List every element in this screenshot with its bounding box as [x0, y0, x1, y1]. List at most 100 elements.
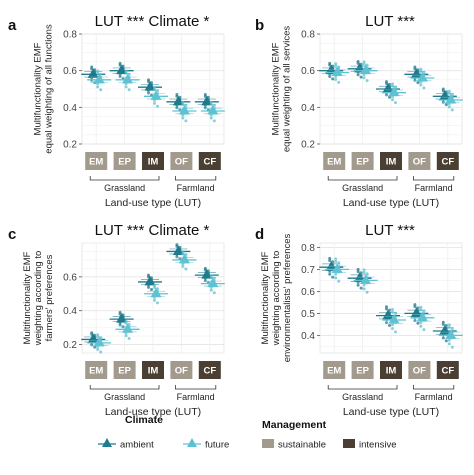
y-axis-label-line: Multifunctionality EMF: [22, 251, 33, 344]
category-box-sustainable: [351, 361, 374, 379]
observation-dot: [394, 311, 397, 315]
observation-dot: [441, 336, 445, 340]
y-axis-label-line: Multifunctionality EMF: [271, 42, 282, 135]
observation-dot: [447, 105, 451, 109]
observation-dot: [419, 324, 423, 328]
y-tick-label: 0.6: [301, 287, 315, 298]
mean-point-ambient: [87, 68, 99, 78]
panel-title: LUT ***: [365, 13, 415, 30]
observation-dot: [447, 325, 451, 329]
observation-dot: [416, 81, 420, 85]
observation-dot: [450, 327, 454, 331]
observation-dot: [99, 72, 103, 76]
observation-dot: [124, 85, 128, 89]
category-label: IM: [386, 157, 397, 168]
observation-dot: [127, 336, 131, 340]
observation-dot: [447, 338, 451, 342]
panel-b: b LUT *** 0.2 0.4 0.6 0.8 Multifunctionality E…: [255, 13, 463, 209]
observation-dot: [394, 85, 397, 89]
category-label: EP: [356, 157, 369, 168]
observation-dot: [388, 324, 391, 327]
observation-dot: [153, 86, 156, 90]
panel-letter: a: [8, 17, 17, 34]
observation-dot: [359, 271, 363, 275]
observation-dot: [96, 85, 100, 89]
observation-dot: [391, 84, 394, 88]
category-box-sustainable: [170, 152, 193, 170]
mean-point-ambient: [172, 245, 184, 255]
x-axis-label: Land-use type (LUT): [343, 406, 439, 418]
observation-dot: [334, 78, 338, 82]
observation-dot: [362, 76, 366, 80]
observation-dot: [156, 89, 159, 93]
category-label: EP: [118, 157, 131, 168]
mean-point-future: [388, 314, 400, 324]
observation-dot: [203, 279, 207, 283]
mean-point-ambient: [144, 275, 156, 286]
panel-d: d LUT *** 0.4 0.5 0.6 0.7 0.8 Multifunctionalit…: [255, 222, 463, 418]
mean-point-ambient: [144, 81, 156, 91]
observation-dot: [334, 276, 338, 280]
observation-dot: [212, 119, 216, 123]
observation-dot: [153, 298, 156, 302]
observation-dot: [422, 71, 426, 74]
mean-point-ambient: [116, 64, 128, 75]
group-bracket: [89, 385, 160, 390]
y-tick-label: 0.4: [301, 331, 315, 342]
observation-dot: [356, 270, 360, 274]
mean-point-ambient: [201, 95, 213, 106]
observation-dot: [362, 60, 366, 64]
observation-dot: [156, 301, 159, 305]
group-label: Farmland: [177, 183, 215, 193]
observation-dot: [96, 71, 100, 75]
observation-dot: [416, 321, 420, 325]
group-label: Grassland: [104, 392, 145, 402]
mean-point-future: [331, 66, 343, 76]
observation-dot: [422, 328, 426, 332]
mean-point-future: [331, 263, 343, 273]
panel-title: LUT ***: [365, 222, 415, 239]
mean-point-future: [150, 287, 162, 298]
category-box-intensive: [142, 361, 164, 379]
observation-dot: [212, 291, 216, 295]
mean-point-future: [360, 64, 372, 75]
observation-dot: [150, 288, 153, 292]
category-box-intensive: [436, 152, 459, 170]
observation-dot: [209, 276, 213, 280]
y-tick-label: 0.7: [301, 265, 315, 276]
group-bracket: [327, 176, 398, 181]
observation-dot: [422, 309, 426, 313]
panel-c: c LUT *** Climate * 0.2 0.4 0.6 Multifunction…: [8, 222, 225, 418]
group-label: Farmland: [415, 392, 453, 402]
observation-dot: [413, 78, 417, 82]
y-axis-label: Multifunctionality EMFequal weighting of…: [271, 26, 293, 152]
observation-dot: [356, 283, 360, 287]
observation-dot: [96, 347, 100, 351]
panel-letter: d: [255, 226, 264, 243]
observation-dot: [337, 279, 341, 283]
observation-dot: [181, 102, 185, 106]
observation-dot: [419, 67, 423, 71]
group-bracket: [413, 176, 455, 181]
y-tick-label: 0.6: [301, 66, 315, 77]
category-label: IM: [386, 366, 397, 377]
legend-label-sustainable: sustainable: [278, 440, 326, 451]
observation-dot: [147, 285, 150, 289]
observation-dot: [334, 257, 338, 261]
observation-dot: [450, 108, 454, 112]
observation-dot: [124, 321, 128, 325]
legend-swatch-sustainable: [262, 439, 274, 448]
observation-dot: [419, 305, 423, 309]
x-axis-label: Land-use type (LUT): [343, 197, 439, 209]
observation-dot: [334, 272, 338, 276]
group-label: Farmland: [177, 392, 215, 402]
observation-dot: [209, 288, 213, 292]
observation-dot: [441, 100, 445, 104]
group-bracket: [175, 385, 217, 390]
observation-dot: [391, 307, 394, 311]
category-box-sustainable: [408, 152, 431, 170]
observation-dot: [385, 321, 388, 325]
observation-dot: [419, 69, 423, 73]
y-tick-label: 0.4: [63, 306, 77, 317]
